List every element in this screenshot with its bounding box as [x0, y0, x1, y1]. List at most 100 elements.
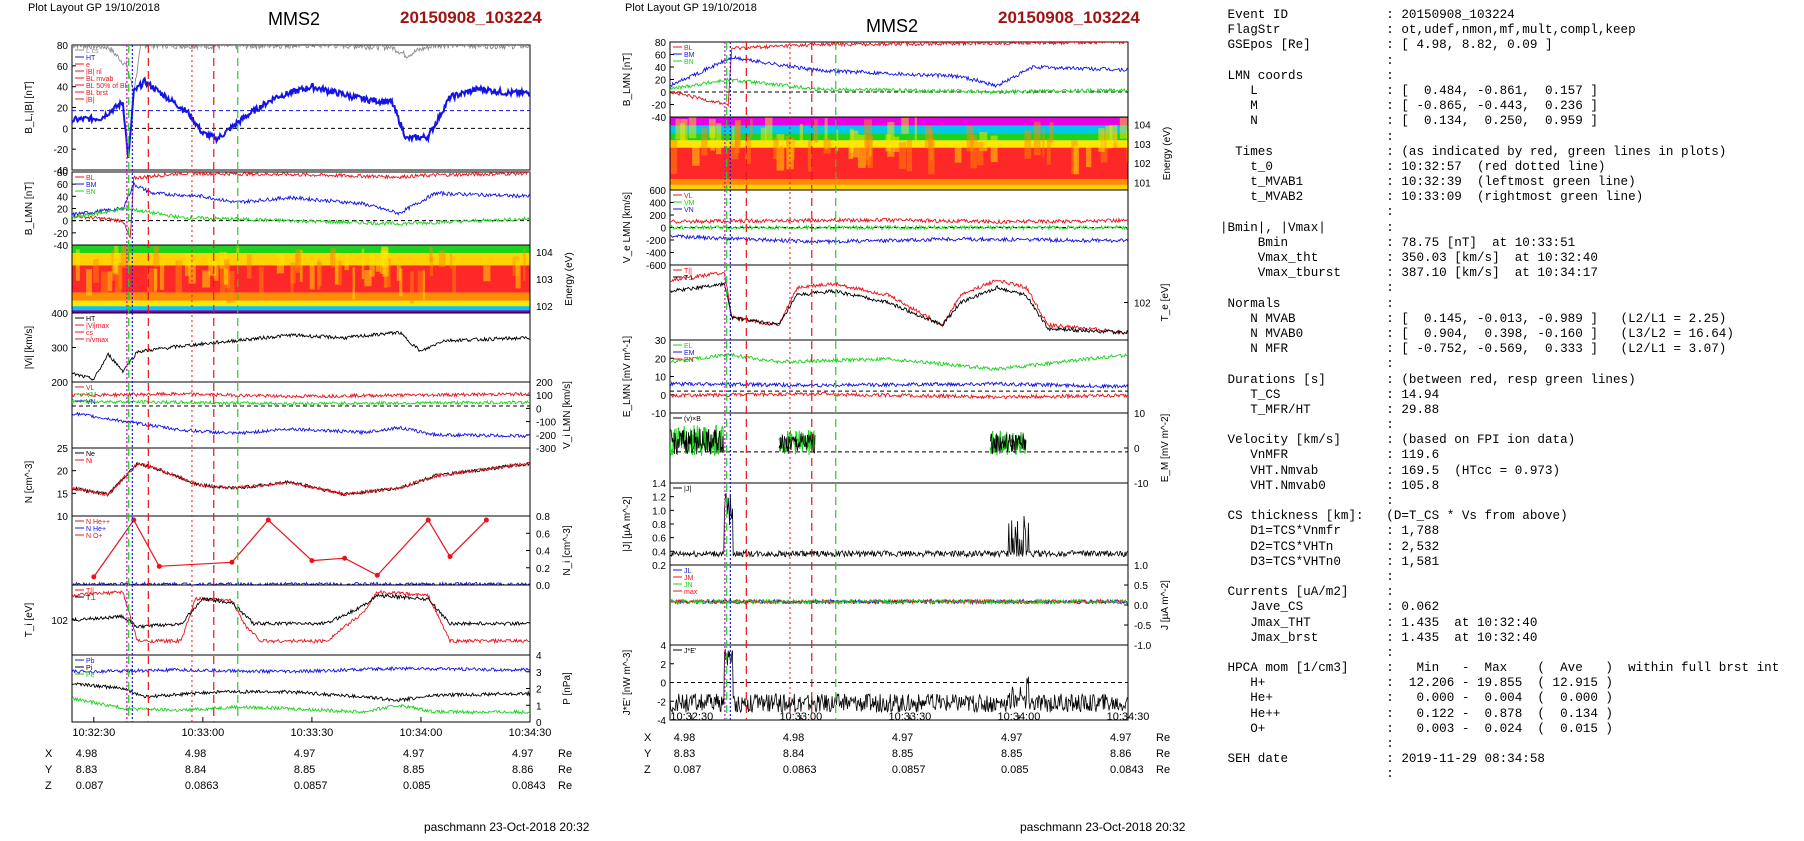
y-tick-label: 0 [536, 404, 542, 415]
heatmap-texture [688, 117, 697, 139]
heatmap-texture [864, 119, 872, 150]
panel-frame [669, 339, 1129, 414]
info-line: : [1220, 645, 1394, 660]
series-group [670, 216, 1128, 246]
y-tick-label: -10 [652, 409, 667, 420]
y-tick-label: 0.6 [536, 529, 550, 540]
legend-label: EL [684, 343, 693, 350]
panel-frame [669, 41, 1129, 118]
heatmap-texture [417, 270, 424, 297]
series-line [72, 76, 530, 158]
series-line [72, 696, 530, 715]
series-line [778, 433, 816, 454]
series-group [72, 391, 530, 439]
footer-left: paschmann 23-Oct-2018 20:32 [424, 820, 590, 834]
legend-label: L cs [86, 48, 99, 55]
energy-tick-label: 101 [1134, 179, 1151, 190]
legend-label: Pb [86, 658, 95, 665]
heatmap-texture [331, 247, 337, 268]
y-tick-label: 60 [655, 51, 667, 62]
energy-tick-label: 103 [1134, 140, 1151, 151]
series-line [72, 398, 530, 407]
heatmap-texture [773, 137, 779, 160]
y-tick-label: 400 [51, 309, 68, 320]
y-axis-label: B_L,|B| [nT] [24, 81, 35, 134]
info-line: D1=TCS*Vnmfr : 1,788 [1220, 524, 1440, 539]
panel-1-3: 102 T_e [eV] T||T⊥ [669, 264, 1171, 341]
y-tick-label: 80 [57, 168, 69, 179]
x-tick-label: 10:33:00 [181, 727, 224, 739]
position-value: 4.98 [75, 748, 98, 760]
heatmap-band [72, 306, 530, 311]
legend-label: J*E' [684, 648, 696, 655]
legend-label: JL [684, 568, 692, 575]
series-line [670, 428, 725, 456]
position-row-label: X [644, 732, 652, 744]
y-axis-label: |Vi| [km/s] [24, 326, 35, 370]
y-axis-label: N [cm^-3] [24, 461, 35, 504]
y-tick-label: 102 [51, 616, 68, 627]
y-tick-label: 0.6 [652, 534, 666, 545]
position-value: 8.84 [184, 764, 207, 776]
heatmap-texture [259, 266, 264, 298]
x-tick-label: 10:34:00 [400, 727, 443, 739]
heatmap-texture [764, 117, 773, 142]
heatmap-texture [483, 265, 491, 282]
legend-label: VL [684, 193, 693, 200]
info-line: Durations [s] : (between red, resp green… [1220, 372, 1636, 387]
series-point [425, 517, 431, 523]
heatmap-texture [422, 270, 426, 300]
position-value: 4.97 [512, 748, 534, 760]
legend-label: Pi [86, 665, 93, 672]
y-tick-label: 0 [660, 391, 666, 402]
spacecraft-title-right: MMS2 [866, 16, 919, 36]
heatmap-texture [107, 271, 113, 292]
y-axis-label: P [nPa] [562, 672, 573, 705]
y-tick-label: 40 [655, 63, 667, 74]
position-value: 0.0857 [293, 780, 328, 792]
heatmap-band [670, 179, 1128, 185]
event-title-right: 20150908_103224 [998, 8, 1140, 27]
position-row-label: Y [644, 748, 652, 760]
info-line: O+ : 0.003 - 0.024 ( 0.015 ) [1220, 721, 1613, 736]
position-value: 8.86 [1110, 748, 1132, 760]
legend-label: BL [86, 175, 95, 182]
heatmap-texture [893, 136, 900, 153]
series-line [670, 380, 1128, 390]
heatmap-texture [814, 119, 818, 143]
heatmap-texture [866, 145, 869, 160]
legend-label: EN [684, 357, 694, 364]
heatmap-texture [924, 125, 932, 149]
series-group [670, 424, 1027, 456]
event-info-text: Event ID : 20150908_103224 FlagStr : ot,… [1220, 8, 1779, 783]
heatmap-texture [147, 268, 153, 299]
energy-tick-label: 102 [1134, 159, 1151, 170]
info-line: GSEpos [Re] : [ 4.98, 8.82, 0.09 ] [1220, 38, 1553, 53]
series-point [374, 572, 380, 578]
series-group [72, 461, 530, 497]
y-tick-label: 1 [536, 701, 542, 712]
heatmap-texture [848, 141, 853, 160]
y-tick-label: -0.5 [1134, 621, 1152, 632]
position-value: 8.85 [402, 764, 425, 776]
y-tick-label: 30 [655, 336, 667, 347]
legend-label: HT [86, 55, 96, 62]
y-axis-label: T_i [eV] [24, 603, 35, 638]
heatmap-texture [914, 117, 917, 142]
heatmap-texture [375, 257, 381, 272]
heatmap-texture [159, 264, 165, 290]
heatmap-texture [823, 138, 831, 154]
legend-label: VN [684, 207, 694, 214]
legend-label: EM [684, 350, 695, 357]
series-point [229, 559, 235, 565]
heatmap-texture [115, 262, 122, 293]
heatmap-texture [716, 123, 722, 155]
y-axis-label: V_i LMN [km/s] [562, 381, 573, 449]
heatmap-texture [364, 270, 372, 287]
series-line [72, 589, 530, 645]
series-line [72, 461, 530, 497]
heatmap-texture [86, 269, 92, 296]
heatmap-band [72, 245, 530, 254]
heatmap-texture [966, 125, 974, 152]
